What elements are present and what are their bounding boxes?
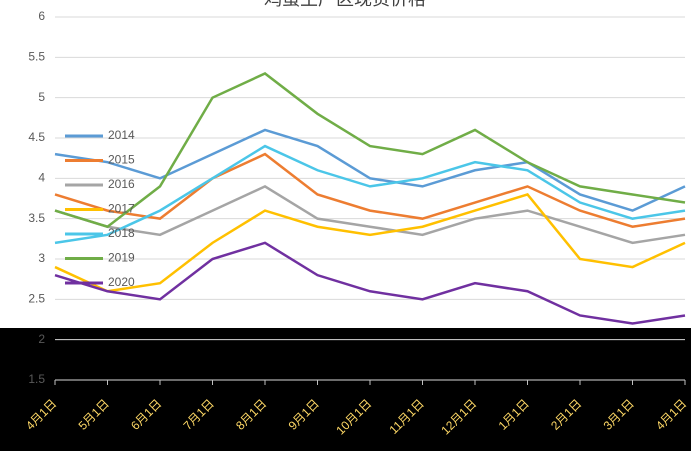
y-tick-label: 5.5 (28, 50, 45, 64)
y-tick-label: 5 (38, 90, 45, 104)
y-tick-label: 6 (38, 9, 45, 23)
y-tick-label: 1.5 (28, 372, 45, 386)
series-line (54, 72, 686, 229)
legend-label: 2019 (108, 251, 135, 265)
legend-label: 2015 (108, 153, 135, 167)
series-line (54, 144, 686, 245)
legend-label: 2017 (108, 202, 135, 216)
y-tick-label: 2 (38, 332, 45, 346)
y-tick-label: 3 (38, 251, 45, 265)
series-line (54, 193, 686, 293)
legend-label: 2020 (108, 275, 135, 289)
axis-band (0, 328, 691, 451)
series-line (54, 152, 686, 229)
legend-label: 2014 (108, 128, 135, 142)
y-tick-label: 4.5 (28, 130, 45, 144)
series-line (54, 128, 686, 212)
series-line (54, 241, 686, 325)
legend-label: 2018 (108, 226, 135, 240)
y-tick-label: 4 (38, 171, 45, 185)
legend-label: 2016 (108, 177, 135, 191)
y-tick-label: 2.5 (28, 292, 45, 306)
series-line (54, 184, 686, 245)
y-tick-label: 3.5 (28, 211, 45, 225)
chart-title: 鸡蛋主产区现货价格 (264, 0, 426, 9)
